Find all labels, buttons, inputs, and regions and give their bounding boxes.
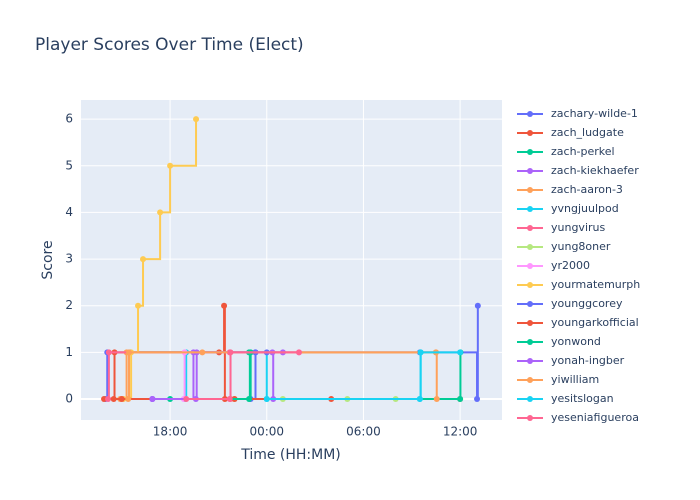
data-point <box>110 396 117 403</box>
legend-label: yonwond <box>551 335 601 348</box>
y-tick-label: 6 <box>65 112 73 126</box>
data-point <box>227 349 234 356</box>
legend-label: younggcorey <box>551 297 623 310</box>
x-tick-label: 00:00 <box>249 425 284 439</box>
y-tick-label: 4 <box>65 205 73 219</box>
data-point <box>417 349 424 356</box>
legend-marker <box>527 396 533 402</box>
x-tick-label: 12:00 <box>443 425 478 439</box>
data-point <box>457 349 464 356</box>
legend-marker <box>527 187 533 193</box>
legend-marker <box>527 301 533 307</box>
data-point <box>167 162 174 169</box>
legend-marker <box>527 263 533 269</box>
data-point <box>199 349 206 356</box>
data-point <box>433 396 440 403</box>
data-point <box>246 396 253 403</box>
legend-label: yiwilliam <box>551 373 599 386</box>
y-axis-title: Score <box>40 240 56 279</box>
data-point <box>295 349 302 356</box>
x-axis-title: Time (HH:MM) <box>240 447 341 463</box>
legend-label: youngarkofficial <box>551 316 639 329</box>
data-point <box>457 396 464 403</box>
legend-marker <box>527 111 533 117</box>
x-tick-label: 06:00 <box>346 425 381 439</box>
legend-marker <box>527 149 533 155</box>
legend-marker <box>527 320 533 326</box>
y-tick-label: 2 <box>65 298 73 312</box>
legend-label: yr2000 <box>551 259 590 272</box>
data-point <box>105 349 112 356</box>
legend-marker <box>527 225 533 231</box>
legend-label: yonah-ingber <box>551 354 625 367</box>
data-point <box>226 396 233 403</box>
y-tick-label: 1 <box>65 345 73 359</box>
data-point <box>118 396 125 403</box>
data-point <box>126 349 133 356</box>
legend-label: yeseniafigueroa <box>551 411 639 424</box>
data-point <box>183 396 190 403</box>
legend-label: zach-aaron-3 <box>551 183 623 196</box>
series-group <box>101 116 481 403</box>
legend-label: zach-kiekhaefer <box>551 164 639 177</box>
data-point <box>157 209 164 216</box>
x-tick-label: 18:00 <box>153 425 188 439</box>
data-point <box>474 302 481 309</box>
legend-label: yung8oner <box>551 240 611 253</box>
chart-title: Player Scores Over Time (Elect) <box>35 35 304 55</box>
y-tick-label: 0 <box>65 392 73 406</box>
legend-marker <box>527 130 533 136</box>
legend: zachary-wilde-1 zach_ludgate zach-perkel za… <box>517 107 640 424</box>
data-point <box>135 302 142 309</box>
data-point <box>193 116 200 123</box>
legend-marker <box>527 168 533 174</box>
data-point <box>416 396 423 403</box>
legend-marker <box>527 415 533 421</box>
data-point <box>140 256 147 263</box>
y-tick-label: 5 <box>65 158 73 172</box>
legend-label: yungvirus <box>551 221 605 234</box>
legend-label: yvngjuulpod <box>551 202 619 215</box>
data-point <box>149 396 156 403</box>
legend-marker <box>527 358 533 364</box>
data-point <box>474 396 481 403</box>
legend-marker <box>527 282 533 288</box>
data-point <box>105 396 112 403</box>
legend-marker <box>527 377 533 383</box>
legend-label: yesitslogan <box>551 392 614 405</box>
data-point <box>125 396 132 403</box>
legend-marker <box>527 339 533 345</box>
y-tick-label: 3 <box>65 252 73 266</box>
data-point <box>221 302 228 309</box>
legend-label: zach_ludgate <box>551 126 624 139</box>
legend-marker <box>527 244 533 250</box>
legend-marker <box>527 206 533 212</box>
legend-label: zachary-wilde-1 <box>551 107 638 120</box>
legend-label: yourmatemurph <box>551 278 640 291</box>
data-point <box>263 396 270 403</box>
legend-label: zach-perkel <box>551 145 615 158</box>
